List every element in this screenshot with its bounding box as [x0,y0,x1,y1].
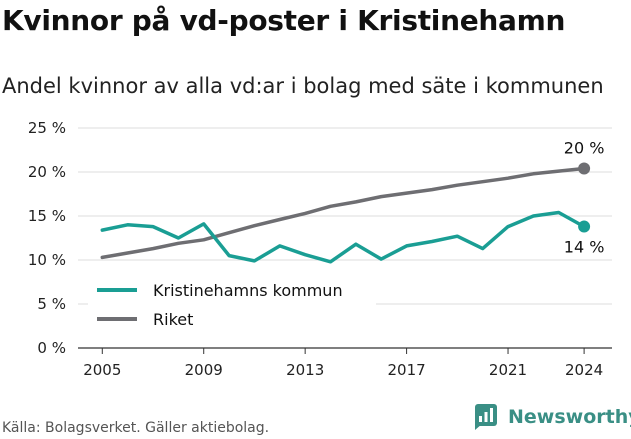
series-line [100,210,586,264]
x-tick-label: 2005 [83,361,121,379]
end-point [578,162,591,175]
y-tick-label: 5 % [37,295,66,313]
line-chart: 0 % 5 % 10 % 15 % 20 % 25 % 2005 2009 2013 2017 20… [28,119,612,379]
y-tick-label: 0 % [37,339,66,357]
x-tick-label: 2009 [185,361,223,379]
series-layer [100,162,591,264]
x-tick-label: 2013 [286,361,324,379]
end-labels: 14 % 20 % [564,138,605,256]
y-tick-label: 15 % [28,207,66,225]
legend: Kristinehamns kommun Riket [88,278,376,332]
grid-lines [78,127,612,349]
legend-label: Kristinehamns kommun [153,281,343,300]
legend-background [88,278,376,332]
brand-logo: Newsworthy [475,404,631,430]
chart-subtitle: Andel kvinnor av alla vd:ar i bolag med … [2,74,604,98]
y-tick-label: 10 % [28,251,66,269]
end-point [578,220,591,233]
legend-label: Riket [153,310,193,329]
brand-name: Newsworthy [508,406,631,428]
x-tick-label: 2024 [565,361,603,379]
end-label-riket: 20 % [564,138,605,157]
chart-title: Kvinnor på vd-poster i Kristinehamn [2,4,566,37]
newsworthy-logo-icon [475,404,497,430]
source-note: Källa: Bolagsverket. Gäller aktiebolag. [2,420,270,436]
end-label-kristinehamn: 14 % [564,238,605,257]
axes: 0 % 5 % 10 % 15 % 20 % 25 % 2005 2009 2013 2017 20… [28,119,603,379]
y-tick-label: 25 % [28,119,66,137]
x-tick-label: 2021 [489,361,527,379]
y-tick-label: 20 % [28,163,66,181]
x-tick-label: 2017 [387,361,425,379]
series-line [100,166,586,260]
